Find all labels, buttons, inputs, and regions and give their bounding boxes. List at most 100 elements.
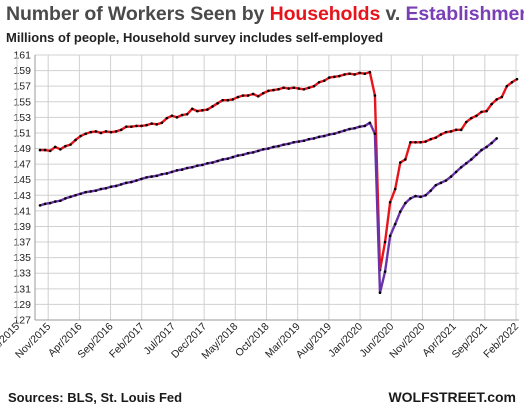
data-point-establishments — [333, 132, 336, 136]
data-point-households — [439, 133, 443, 136]
data-point-households — [292, 86, 296, 90]
data-point-establishments — [160, 172, 164, 176]
data-point-establishments — [190, 165, 194, 169]
data-point-households — [343, 73, 346, 76]
data-point-households — [251, 92, 255, 96]
data-point-households — [48, 149, 52, 153]
data-point-establishments — [414, 194, 417, 198]
data-point-establishments — [267, 147, 270, 150]
data-point-establishments — [59, 199, 62, 203]
data-point-establishments — [201, 163, 204, 167]
data-point-establishments — [165, 172, 169, 175]
data-point-households — [470, 116, 473, 120]
data-point-households — [338, 74, 341, 78]
data-point-establishments — [221, 158, 224, 161]
data-point-establishments — [251, 151, 255, 154]
data-point-households — [449, 130, 453, 133]
data-point-households — [84, 132, 87, 136]
data-point-establishments — [211, 161, 214, 164]
title-prefix: Number of Workers Seen by — [6, 3, 270, 25]
data-point-households — [211, 105, 214, 108]
data-point-households — [38, 148, 42, 152]
y-tick-label: 141 — [13, 205, 31, 217]
data-point-households — [196, 109, 199, 113]
data-point-establishments — [246, 151, 250, 155]
data-point-households — [500, 95, 504, 99]
data-point-establishments — [94, 189, 98, 192]
data-point-establishments — [312, 137, 316, 140]
data-point-establishments — [444, 179, 448, 182]
chart-title: Number of Workers Seen by Households v. … — [6, 3, 524, 26]
data-point-establishments — [236, 154, 240, 157]
data-point-households — [383, 240, 387, 244]
data-point-establishments — [119, 183, 123, 186]
data-point-households — [104, 130, 108, 133]
data-point-households — [398, 161, 402, 164]
data-point-establishments — [404, 201, 407, 205]
data-point-establishments — [79, 192, 82, 196]
data-point-establishments — [226, 157, 230, 160]
data-point-households — [79, 134, 82, 138]
data-point-establishments — [409, 197, 412, 200]
data-point-households — [206, 108, 209, 111]
sources-note: Sources: BLS, St. Louis Fed — [8, 390, 183, 405]
data-point-households — [114, 130, 118, 133]
data-point-households — [302, 87, 306, 91]
y-tick-label: 133 — [13, 268, 31, 280]
data-point-households — [322, 79, 326, 83]
data-point-households — [464, 120, 468, 124]
data-point-households — [515, 77, 519, 81]
data-point-households — [190, 107, 194, 111]
data-point-households — [282, 86, 285, 90]
data-point-establishments — [459, 165, 463, 169]
data-point-establishments — [109, 185, 113, 189]
y-tick-label: 157 — [13, 81, 31, 93]
data-point-establishments — [353, 126, 356, 130]
data-point-households — [130, 125, 133, 129]
data-point-establishments — [43, 202, 47, 206]
data-point-households — [419, 140, 422, 144]
data-point-establishments — [464, 162, 468, 165]
data-point-establishments — [287, 142, 290, 146]
data-point-establishments — [74, 193, 77, 197]
data-point-households — [404, 158, 407, 161]
data-point-households — [89, 130, 93, 134]
data-point-establishments — [180, 168, 184, 171]
data-point-households — [170, 114, 174, 118]
y-tick-label: 127 — [13, 315, 31, 327]
data-point-establishments — [475, 153, 478, 157]
data-point-households — [261, 91, 265, 95]
y-tick-label: 161 — [13, 50, 31, 62]
data-point-establishments — [449, 175, 453, 178]
data-point-establishments — [256, 149, 260, 153]
data-point-households — [64, 144, 67, 148]
data-point-households — [348, 72, 351, 76]
data-point-establishments — [53, 200, 57, 203]
data-point-establishments — [135, 179, 138, 182]
data-point-households — [267, 89, 270, 93]
data-point-establishments — [322, 134, 326, 138]
data-point-households — [505, 84, 509, 88]
data-point-establishments — [434, 183, 438, 187]
data-point-establishments — [302, 139, 306, 143]
data-point-establishments — [470, 158, 473, 161]
data-point-households — [459, 128, 463, 132]
data-point-establishments — [485, 145, 488, 149]
data-point-establishments — [150, 175, 153, 178]
y-tick-label: 159 — [13, 65, 31, 77]
y-tick-label: 145 — [13, 174, 31, 186]
data-point-establishments — [48, 201, 52, 205]
y-tick-label: 155 — [13, 96, 31, 108]
data-point-households — [185, 112, 189, 116]
data-point-establishments — [368, 121, 372, 125]
data-point-households — [145, 123, 148, 127]
data-point-households — [480, 110, 483, 114]
data-point-establishments — [454, 170, 458, 174]
data-point-establishments — [292, 140, 296, 144]
data-point-households — [241, 94, 245, 97]
data-point-households — [221, 98, 224, 102]
brand-label: WOLFSTREET.com — [388, 389, 516, 405]
data-point-households — [510, 80, 514, 84]
y-tick-label: 153 — [13, 112, 31, 124]
